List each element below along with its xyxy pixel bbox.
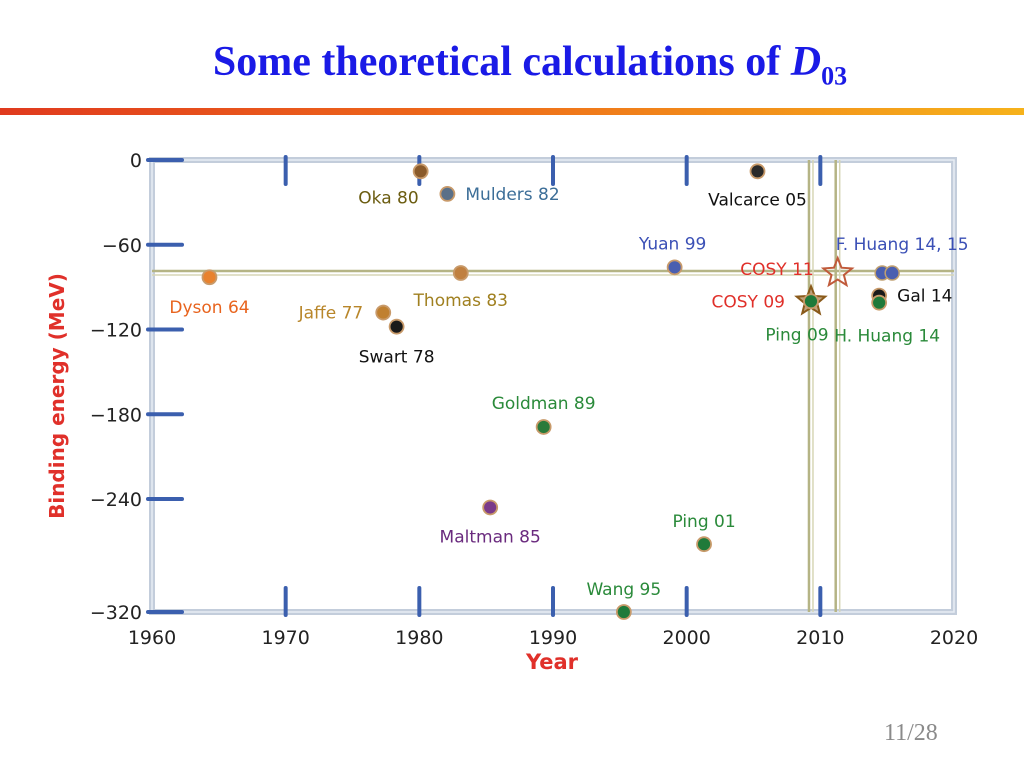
y-tick-label: −320 — [90, 602, 142, 624]
x-tick-label: 2020 — [930, 627, 978, 649]
data-points — [201, 163, 900, 620]
point-label-jaffe-77: Jaffe 77 — [298, 304, 364, 324]
point-f-huang-14-15-1 — [884, 265, 900, 281]
x-tick-label: 2010 — [796, 627, 844, 649]
x-tick-label: 1970 — [261, 627, 309, 649]
point-oka-80 — [412, 163, 429, 180]
point-mulders-82 — [439, 186, 456, 202]
y-tick-label: 0 — [130, 150, 142, 172]
reference-lines — [152, 160, 954, 612]
page-number: 11/28 — [884, 720, 938, 746]
point-label-dyson-64: Dyson 64 — [169, 298, 249, 318]
chart-background — [44, 146, 978, 674]
title-rule — [0, 108, 1024, 115]
point-valcarce-05 — [749, 163, 766, 180]
point-label-cosy-09: COSY 09 — [712, 292, 785, 312]
point-goldman-89 — [535, 419, 552, 435]
point-label-swart-78: Swart 78 — [359, 348, 435, 368]
y-tick-label: −240 — [90, 489, 142, 511]
point-jaffe-77 — [375, 304, 392, 321]
point-label-ping-09: Ping 09 — [765, 325, 828, 345]
y-tick-label: −60 — [102, 235, 142, 257]
x-tick-label: 1980 — [395, 627, 443, 649]
point-labels: Dyson 64 Jaffe 77 Swart 78 Oka 80 Mulders 82… — [169, 185, 968, 600]
slide-title: Some theoretical calculations of D03 — [0, 38, 1024, 91]
point-label-ping-01: Ping 01 — [672, 512, 735, 532]
point-label-h-huang-14: H. Huang 14 — [834, 327, 940, 347]
x-tick-label: 1990 — [529, 627, 577, 649]
point-wang-95 — [615, 604, 632, 620]
point-h-huang-14 — [871, 294, 888, 311]
chart-figure: 0 −60 −120 −180 −240 −320 1960 1970 1980 1990 2000… — [44, 146, 978, 674]
point-maltman-85 — [482, 499, 499, 516]
point-label-cosy-11: COSY 11 — [740, 260, 813, 280]
binding-energy-chart: 0 −60 −120 −180 −240 −320 1960 1970 1980 1990 2000… — [44, 146, 978, 674]
point-label-mulders-82: Mulders 82 — [465, 185, 559, 205]
x-tick-label: 1960 — [128, 627, 176, 649]
point-label-yuan-99: Yuan 99 — [638, 234, 706, 254]
axis-ticks: 0 −60 −120 −180 −240 −320 1960 1970 1980 1990 2000… — [90, 150, 978, 649]
point-ping-01 — [696, 536, 712, 553]
point-label-valcarce-05: Valcarce 05 — [708, 190, 807, 210]
y-tick-label: −180 — [90, 404, 142, 426]
point-swart-78 — [388, 318, 405, 335]
point-label-gal-14: Gal 14 — [897, 287, 952, 307]
x-tick-label: 2000 — [662, 627, 710, 649]
y-axis-label: Binding energy (MeV) — [45, 273, 69, 519]
slide-title-text: Some theoretical calculations of — [212, 39, 791, 85]
point-ping-09 — [803, 293, 819, 310]
point-label-wang-95: Wang 95 — [586, 580, 661, 600]
point-thomas-83 — [452, 265, 469, 281]
point-yuan-99 — [666, 259, 683, 276]
point-label-goldman-89: Goldman 89 — [492, 394, 596, 414]
point-label-oka-80: Oka 80 — [358, 188, 418, 208]
point-label-thomas-83: Thomas 83 — [413, 291, 508, 311]
slide-title-subscript: 03 — [821, 61, 848, 91]
point-label-f-huang-14-15: F. Huang 14, 15 — [836, 235, 969, 255]
point-dyson-64 — [201, 269, 218, 286]
point-cosy-11 — [820, 255, 855, 288]
x-axis-label: Year — [525, 650, 579, 674]
y-tick-label: −120 — [90, 320, 142, 342]
point-label-maltman-85: Maltman 85 — [440, 527, 541, 547]
slide-title-symbol: D — [790, 39, 822, 85]
